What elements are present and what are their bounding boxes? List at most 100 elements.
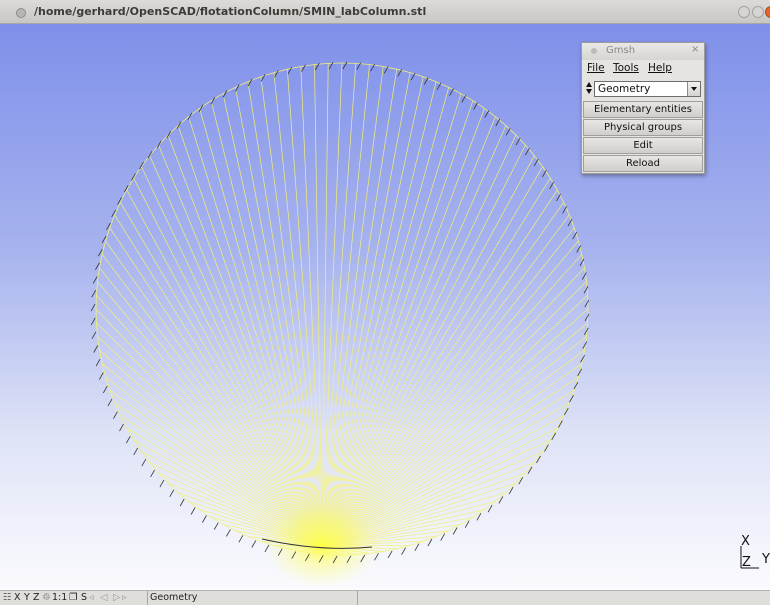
- mesh-edge: [321, 69, 398, 547]
- mesh-side-tick: [277, 548, 283, 556]
- previous-step-icon[interactable]: ◁: [100, 592, 108, 603]
- mesh-edge: [321, 62, 343, 547]
- mesh-boundary-edge: [581, 254, 585, 268]
- mesh-boundary-edge: [578, 240, 583, 255]
- mesh-boundary-edge: [222, 523, 236, 531]
- mesh-boundary-edge: [133, 439, 142, 452]
- mesh-edge: [321, 144, 526, 547]
- mesh-edge: [95, 308, 323, 547]
- mesh-boundary-edge: [495, 492, 507, 502]
- mesh-edge: [321, 76, 424, 547]
- window-menu-icon[interactable]: [16, 8, 26, 18]
- mesh-side-tick: [427, 538, 433, 547]
- first-step-icon[interactable]: ◃: [89, 592, 94, 603]
- projection-icon[interactable]: ❐: [69, 592, 78, 603]
- mesh-side-tick: [222, 90, 228, 98]
- mesh-boundary-edge: [120, 189, 128, 203]
- mesh-edge: [260, 76, 323, 547]
- mesh-side-tick: [247, 78, 253, 87]
- mesh-boundary-edge: [260, 72, 275, 78]
- mesh-side-tick: [464, 520, 470, 528]
- mesh-boundary-edge: [273, 68, 288, 73]
- mesh-side-tick: [305, 553, 310, 561]
- mesh-side-tick: [569, 395, 574, 403]
- mesh-boundary-edge: [563, 402, 570, 416]
- graphics-viewport[interactable]: Gmsh × File Tools Help Geometry Elementa…: [0, 24, 770, 590]
- mesh-side-tick: [107, 398, 113, 407]
- mesh-boundary-edge: [109, 390, 116, 404]
- mesh-boundary-edge: [126, 427, 135, 441]
- mesh-side-tick: [558, 420, 563, 428]
- mesh-side-tick: [541, 169, 547, 178]
- mesh-boundary-edge: [149, 144, 159, 156]
- mesh-boundary-edge: [97, 267, 100, 282]
- axis-triad-icon: [740, 546, 759, 569]
- mesh-side-tick: [576, 245, 582, 253]
- mesh-edge: [321, 64, 370, 547]
- mesh-side-tick: [581, 272, 587, 280]
- reload-button[interactable]: Reload: [583, 155, 703, 172]
- elementary-entities-button[interactable]: Elementary entities: [583, 101, 703, 118]
- mesh-side-tick: [563, 407, 569, 416]
- view-y-button[interactable]: Y: [24, 592, 30, 603]
- mesh-edge: [321, 267, 585, 547]
- mesh-side-tick: [133, 447, 139, 456]
- mesh-boundary-edge: [177, 492, 189, 502]
- mesh-boundary-edge: [383, 66, 397, 70]
- mesh-edge: [321, 72, 411, 547]
- mesh-boundary-edge: [460, 93, 474, 102]
- mesh-boundary-edge: [484, 500, 496, 510]
- physical-groups-button[interactable]: Physical groups: [583, 119, 703, 136]
- mesh-boundary-edge: [549, 427, 558, 441]
- mesh-edge: [321, 63, 357, 547]
- window-menu-icon[interactable]: [591, 48, 597, 54]
- mesh-boundary-edge: [556, 415, 564, 429]
- mesh-side-tick: [401, 547, 406, 555]
- rotate-icon[interactable]: ♲: [42, 592, 51, 603]
- arrow-down-icon[interactable]: [586, 89, 592, 94]
- mesh-side-tick: [567, 218, 573, 227]
- mesh-geometry: [90, 61, 590, 588]
- mesh-edge: [177, 125, 323, 547]
- close-icon[interactable]: ×: [691, 44, 700, 55]
- mesh-edge: [321, 294, 588, 547]
- mesh-side-tick: [498, 496, 504, 504]
- mesh-edge: [141, 166, 323, 547]
- close-icon[interactable]: [765, 6, 770, 18]
- mesh-side-tick: [476, 513, 482, 521]
- scale-button[interactable]: 1:1: [52, 592, 68, 603]
- grid-icon[interactable]: ☷: [3, 592, 12, 603]
- mesh-edge: [286, 69, 323, 547]
- menu-tools[interactable]: Tools: [613, 62, 639, 74]
- module-select[interactable]: Geometry: [594, 81, 701, 97]
- mesh-side-tick: [260, 74, 266, 82]
- maximize-icon[interactable]: [752, 6, 764, 18]
- play-icon[interactable]: ▷: [113, 592, 121, 603]
- mesh-edge: [321, 336, 587, 547]
- s-button[interactable]: S: [81, 592, 88, 603]
- mesh-edge: [96, 322, 323, 547]
- mesh-edge: [321, 202, 564, 547]
- mesh-side-tick: [551, 432, 557, 440]
- menu-help[interactable]: Help: [648, 62, 672, 74]
- view-x-button[interactable]: X: [14, 592, 21, 603]
- module-select-value: Geometry: [598, 83, 651, 95]
- chevron-down-icon[interactable]: [687, 82, 700, 96]
- view-z-button[interactable]: Z: [33, 592, 40, 603]
- mesh-edge: [188, 116, 323, 547]
- menu-file[interactable]: File: [587, 62, 605, 74]
- arrow-up-icon[interactable]: [586, 82, 592, 87]
- minimize-icon[interactable]: [738, 6, 750, 18]
- mesh-side-tick: [113, 411, 118, 419]
- mesh-boundary-edge: [578, 363, 583, 378]
- mesh-edge: [133, 177, 323, 547]
- mesh-edge: [321, 81, 437, 547]
- edit-button[interactable]: Edit: [583, 137, 703, 154]
- mesh-boundary-edge: [300, 64, 315, 67]
- mesh-boundary-edge: [96, 322, 98, 337]
- mesh-boundary-edge: [126, 177, 135, 191]
- next-step-icon[interactable]: ▹: [122, 592, 127, 603]
- mesh-boundary-edge: [472, 509, 485, 518]
- mesh-side-tick: [583, 327, 589, 335]
- mesh-edge: [321, 227, 575, 547]
